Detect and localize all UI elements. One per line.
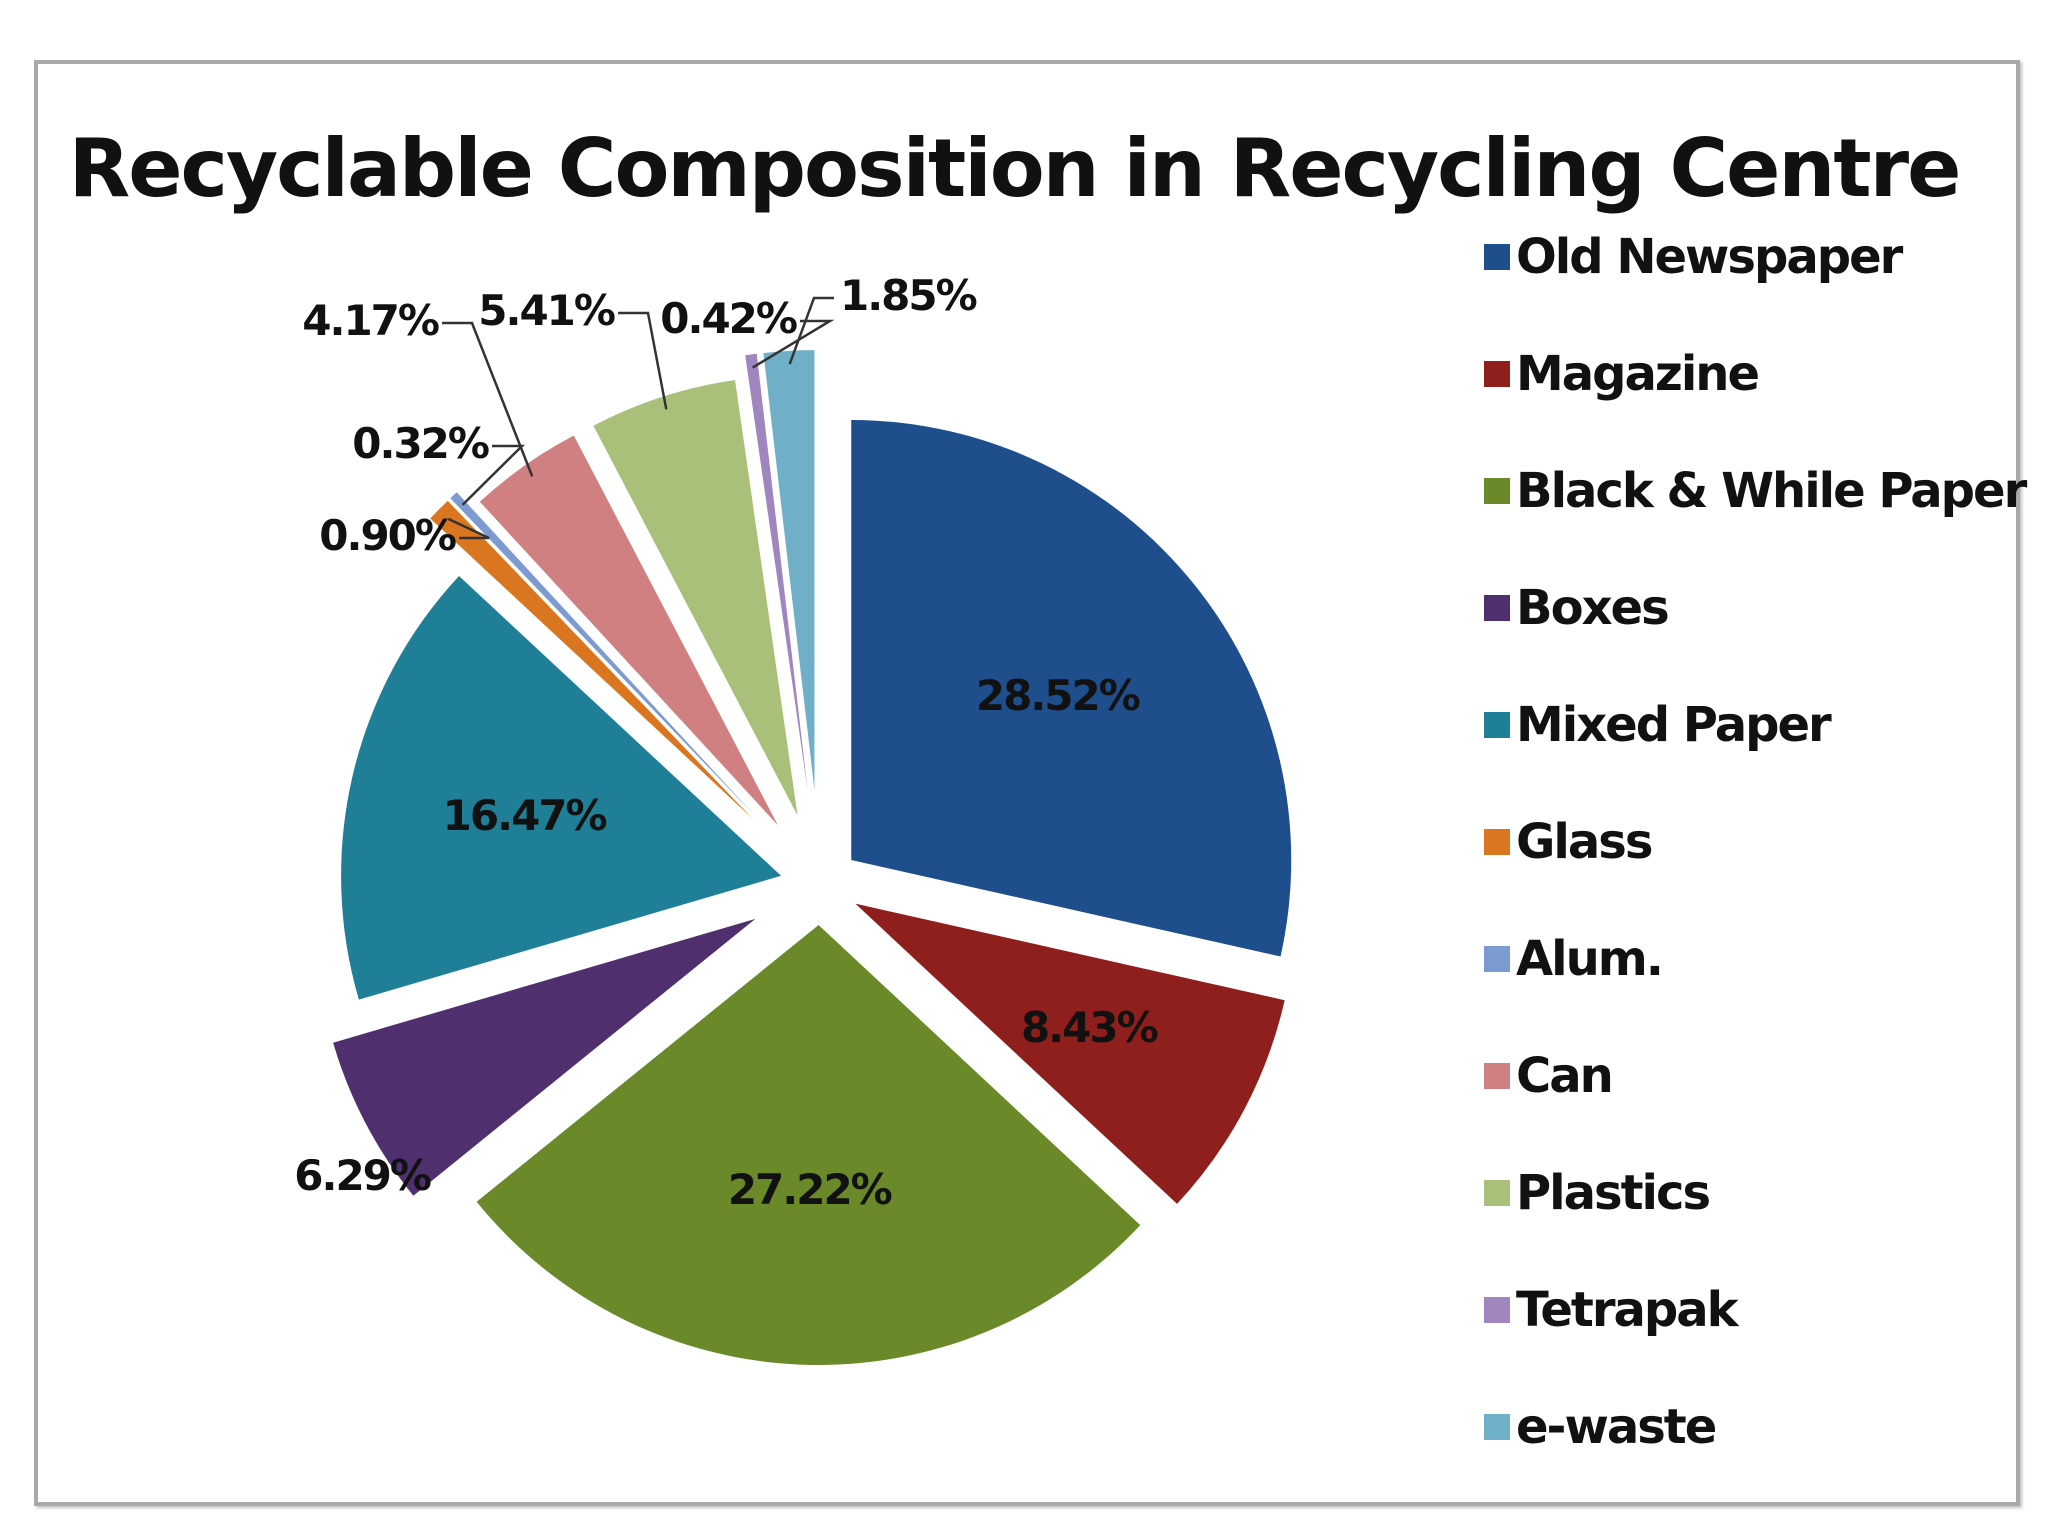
leader-line	[788, 296, 834, 365]
data-label: 28.52%	[976, 671, 1140, 720]
pie-slice-can	[479, 435, 778, 826]
data-label: 6.29%	[294, 1151, 431, 1200]
legend-label: Tetrapak	[1516, 1282, 1739, 1338]
data-label: 27.22%	[728, 1165, 892, 1214]
legend-swatch	[1484, 478, 1510, 504]
pie-slices	[333, 350, 1292, 1365]
legend-label: Magazine	[1516, 346, 1760, 402]
pie-slice-old-newspaper	[851, 420, 1292, 957]
legend-label: Can	[1516, 1048, 1614, 1104]
legend-item-e-waste: e-waste	[1484, 1392, 1717, 1462]
legend-label: Plastics	[1516, 1165, 1711, 1221]
legend-label: Alum.	[1516, 931, 1664, 987]
legend-swatch	[1484, 712, 1510, 738]
leader-lines	[442, 296, 835, 540]
legend-label: Glass	[1516, 814, 1653, 870]
pie-slice-e-waste	[763, 350, 815, 791]
data-label: 16.47%	[443, 791, 607, 840]
pie-slice-alum	[450, 492, 755, 816]
data-label: 0.42%	[660, 294, 797, 343]
legend-label: Boxes	[1516, 580, 1670, 636]
data-label: 8.43%	[1021, 1003, 1158, 1052]
legend-item-boxes: Boxes	[1484, 573, 1670, 643]
data-label: 0.90%	[319, 511, 456, 560]
legend-item-can: Can	[1484, 1041, 1614, 1111]
legend-swatch	[1484, 829, 1510, 855]
legend-label: Mixed Paper	[1516, 697, 1832, 753]
pie-slice-magazine	[855, 903, 1285, 1204]
legend-item-black-while-paper: Black & While Paper	[1484, 456, 2027, 526]
legend-swatch	[1484, 244, 1510, 270]
legend-item-plastics: Plastics	[1484, 1158, 1711, 1228]
legend-item-mixed-paper: Mixed Paper	[1484, 690, 1832, 760]
legend-label: e-waste	[1516, 1399, 1717, 1455]
leader-line	[442, 321, 534, 477]
data-label: 0.32%	[352, 419, 489, 468]
legend-swatch	[1484, 1414, 1510, 1440]
pie-slice-tetrapak	[745, 353, 808, 791]
legend-item-alum: Alum.	[1484, 924, 1664, 994]
data-labels: 28.52% 8.43% 27.22% 6.29% 16.47% 0.90% 0.32% 4.…	[294, 271, 1159, 1214]
legend-label: Old Newspaper	[1516, 229, 1903, 285]
leader-line	[752, 319, 835, 369]
pie-slice-glass	[430, 500, 753, 819]
legend-swatch	[1484, 361, 1510, 387]
pie-slice-plastics	[593, 380, 798, 816]
legend-swatch	[1484, 595, 1510, 621]
leader-line	[618, 311, 668, 410]
legend-swatch	[1484, 1063, 1510, 1089]
legend-item-glass: Glass	[1484, 807, 1653, 877]
legend-item-old-newspaper: Old Newspaper	[1484, 222, 1903, 292]
pie-slice-black-while-paper	[476, 924, 1141, 1365]
legend-item-tetrapak: Tetrapak	[1484, 1275, 1739, 1345]
data-label: 4.17%	[302, 296, 439, 345]
legend-swatch	[1484, 946, 1510, 972]
leader-line	[461, 444, 526, 506]
pie-slice-boxes	[333, 918, 756, 1196]
pie-slice-mixed-paper	[341, 576, 782, 1000]
legend-swatch	[1484, 1297, 1510, 1323]
data-label: 5.41%	[478, 286, 615, 335]
legend-swatch	[1484, 1180, 1510, 1206]
legend-item-magazine: Magazine	[1484, 339, 1760, 409]
data-label: 1.85%	[840, 271, 977, 320]
leader-line	[447, 517, 490, 540]
chart-title: Recyclable Composition in Recycling Cent…	[68, 122, 1962, 215]
legend-label: Black & While Paper	[1516, 463, 2027, 519]
